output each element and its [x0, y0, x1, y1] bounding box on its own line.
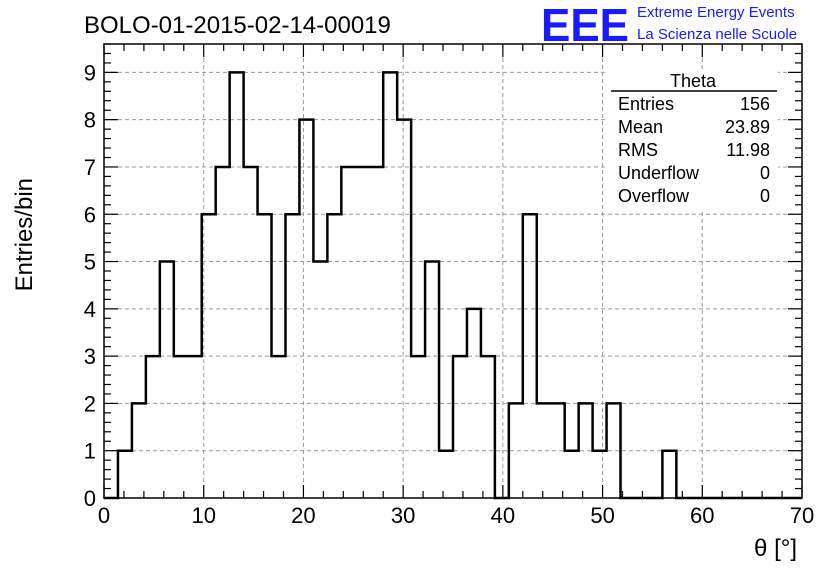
stats-value-rms: 11.98	[726, 140, 770, 160]
y-tick-label: 2	[84, 391, 96, 416]
stats-label-mean: Mean	[618, 117, 663, 137]
stats-label-overflow: Overflow	[618, 186, 690, 206]
stats-box-background	[608, 71, 778, 211]
stats-value-overflow: 0	[760, 186, 770, 206]
logo-line-2: La Scienza nelle Scuole	[637, 26, 797, 43]
run-title: BOLO-01-2015-02-14-00019	[84, 12, 391, 39]
x-tick-label: 10	[191, 503, 215, 528]
axis-ticks	[103, 43, 803, 499]
stats-value-underflow: 0	[760, 163, 770, 183]
x-tick-label: 30	[391, 503, 415, 528]
logo-line-1: Extreme Energy Events	[637, 4, 795, 21]
y-axis-label: Entries/bin	[11, 178, 38, 291]
y-tick-label: 5	[84, 250, 96, 275]
stats-label-underflow: Underflow	[618, 163, 700, 183]
stats-box: Theta Entries 156 Mean 23.89 RMS 11.98 U…	[608, 71, 778, 211]
y-tick-label: 9	[84, 60, 96, 85]
x-tick-label: 50	[590, 503, 614, 528]
stats-value-entries: 156	[740, 94, 770, 114]
stats-label-entries: Entries	[618, 94, 674, 114]
y-tick-label: 0	[84, 486, 96, 511]
stats-title: Theta	[670, 71, 717, 91]
y-tick-label: 3	[84, 344, 96, 369]
y-tick-label: 6	[84, 202, 96, 227]
x-tick-label: 70	[790, 503, 814, 528]
eee-logo: EEE Extreme Energy Events La Scienza nel…	[541, 0, 797, 51]
y-tick-label: 1	[84, 439, 96, 464]
stats-value-mean: 23.89	[725, 117, 770, 137]
stats-label-rms: RMS	[618, 140, 658, 160]
logo-mark: EEE	[541, 0, 629, 51]
x-axis-label: θ [°]	[754, 535, 797, 562]
y-tick-label: 7	[84, 155, 96, 180]
x-tick-label: 20	[291, 503, 315, 528]
x-tick-label: 0	[98, 503, 110, 528]
x-tick-label: 40	[491, 503, 515, 528]
x-tick-label: 60	[690, 503, 714, 528]
tick-labels: 0 10 20 30 40 50 60 70 0 1 2 3 4 5 6 7 8 9	[84, 60, 814, 528]
y-tick-label: 8	[84, 108, 96, 133]
y-tick-label: 4	[84, 297, 96, 322]
